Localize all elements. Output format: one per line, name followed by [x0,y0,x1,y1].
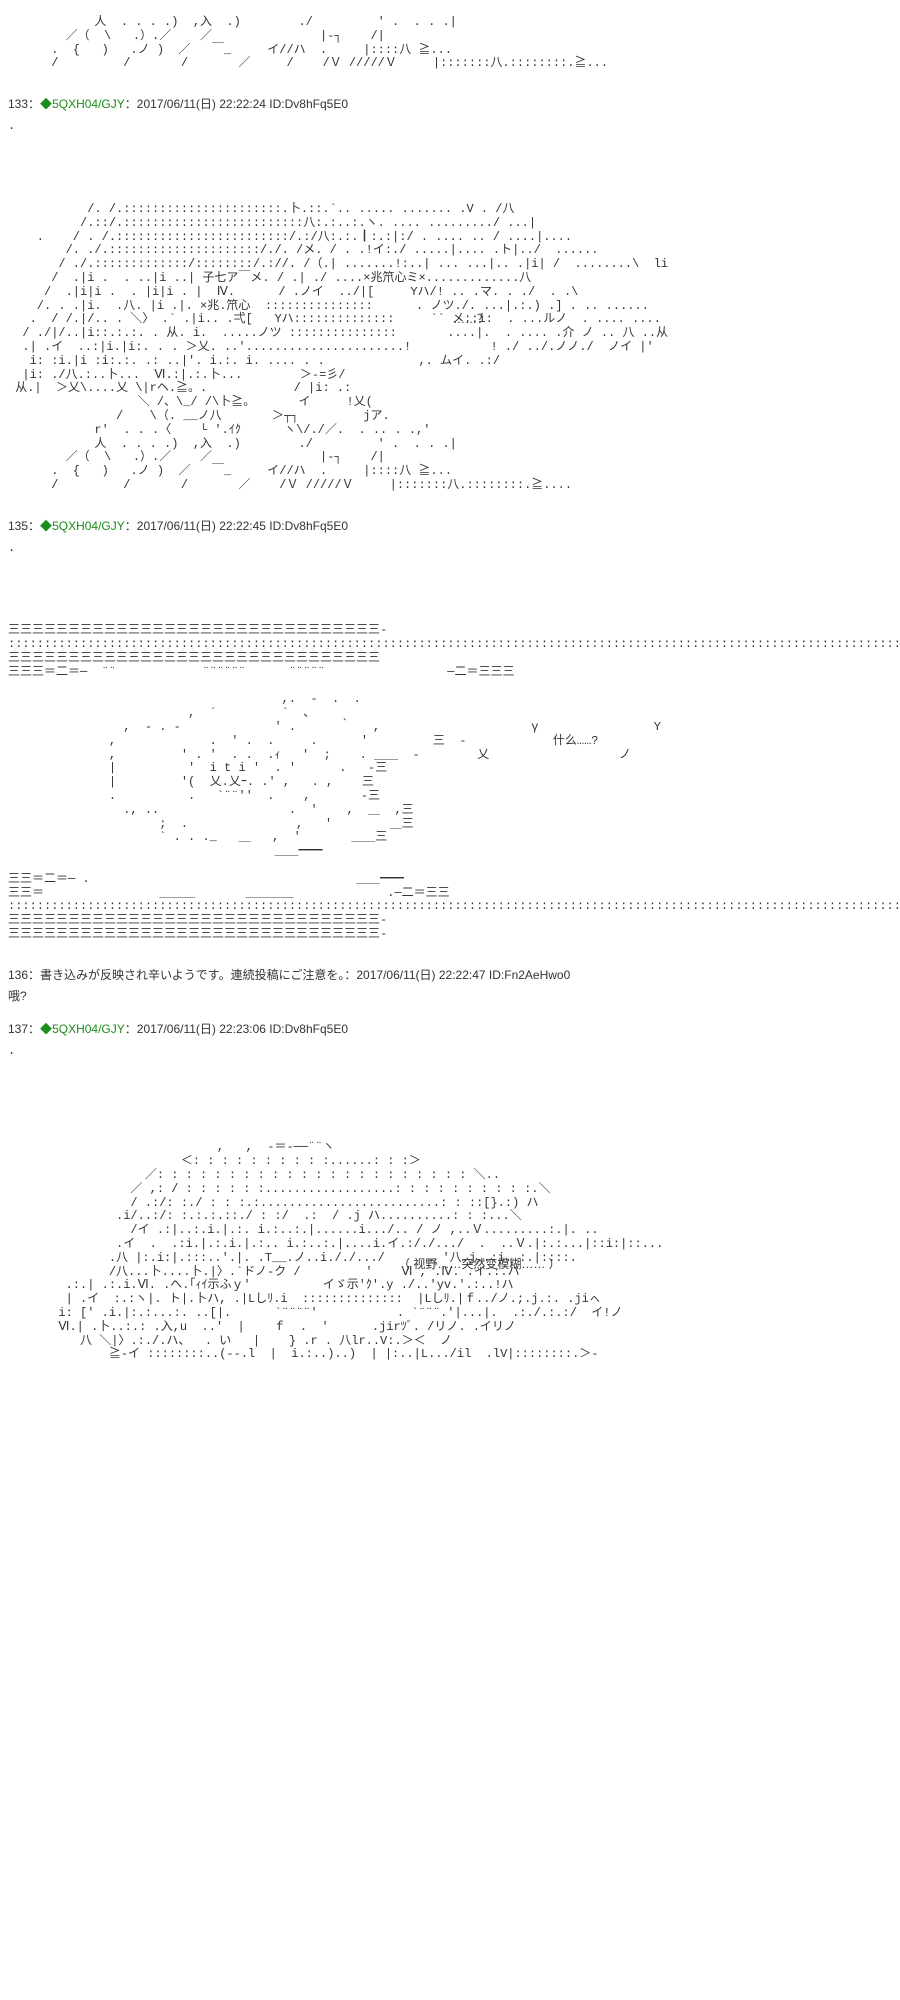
trip-diamond-icon: ◆ [40,1022,52,1036]
post-header: 136：書き込みが反映され辛いようです。連続投稿にご注意を。：2017/06/1… [8,966,892,983]
post-number[interactable]: 135 [8,519,28,533]
post-header: 137：◆5QXH04/GJY：2017/06/11(日) 22:23:06 I… [8,1020,892,1037]
post-author: 書き込みが反映され辛いようです。連続投稿にご注意を。 [40,968,344,982]
post-number[interactable]: 133 [8,97,28,111]
post-135: 135：◆5QXH04/GJY：2017/06/11(日) 22:22:45 I… [8,517,892,942]
side-text: （ 视野……突然变模糊…… ） [398,1255,561,1272]
post-fragment-top: 人 . . . .) ,入 .) ./ ' . . . .| ／（ \ .）.／… [8,16,892,71]
post-meta: ：2017/06/11(日) 22:22:47 ID:Fn2AeHwo0 [344,968,570,982]
separator: ： [28,1022,40,1036]
tripcode[interactable]: 5QXH04/GJY [52,1022,125,1036]
post-133: 133：◆5QXH04/GJY：2017/06/11(日) 22:22:24 I… [8,95,892,493]
post-meta: ：2017/06/11(日) 22:23:06 ID:Dv8hFq5E0 [125,1022,348,1036]
ascii-art: . /. /.::::::::::::::::::::::.卜.::.`.. .… [8,120,892,493]
separator: ： [28,519,40,533]
post-meta: ：2017/06/11(日) 22:22:45 ID:Dv8hFq5E0 [125,519,348,533]
separator: ： [28,97,40,111]
tripcode[interactable]: 5QXH04/GJY [52,97,125,111]
post-header: 133：◆5QXH04/GJY：2017/06/11(日) 22:22:24 I… [8,95,892,112]
separator: ： [28,968,40,982]
post-meta: ：2017/06/11(日) 22:22:24 ID:Dv8hFq5E0 [125,97,348,111]
post-header: 135：◆5QXH04/GJY：2017/06/11(日) 22:22:45 I… [8,517,892,534]
ascii-art-fragment: 人 . . . .) ,入 .) ./ ' . . . .| ／（ \ .）.／… [8,16,892,71]
post-number[interactable]: 137 [8,1022,28,1036]
post-number[interactable]: 136 [8,968,28,982]
side-text: ……？ [453,310,489,327]
ascii-art: . , , -＝‐──¨¨ヽ ＜: : : : : : : : : :.....… [8,1045,892,1362]
post-137: 137：◆5QXH04/GJY：2017/06/11(日) 22:23:06 I… [8,1020,892,1362]
trip-diamond-icon: ◆ [40,97,52,111]
post-136: 136：書き込みが反映され辛いようです。連続投稿にご注意を。：2017/06/1… [8,966,892,1004]
ascii-art: . 三三三三三三三三三三三三三三三三三三三三三三三三三三三三三三三‐ :::::… [8,542,892,942]
post-body-text: 哦? [8,987,892,1004]
trip-diamond-icon: ◆ [40,519,52,533]
tripcode[interactable]: 5QXH04/GJY [52,519,125,533]
